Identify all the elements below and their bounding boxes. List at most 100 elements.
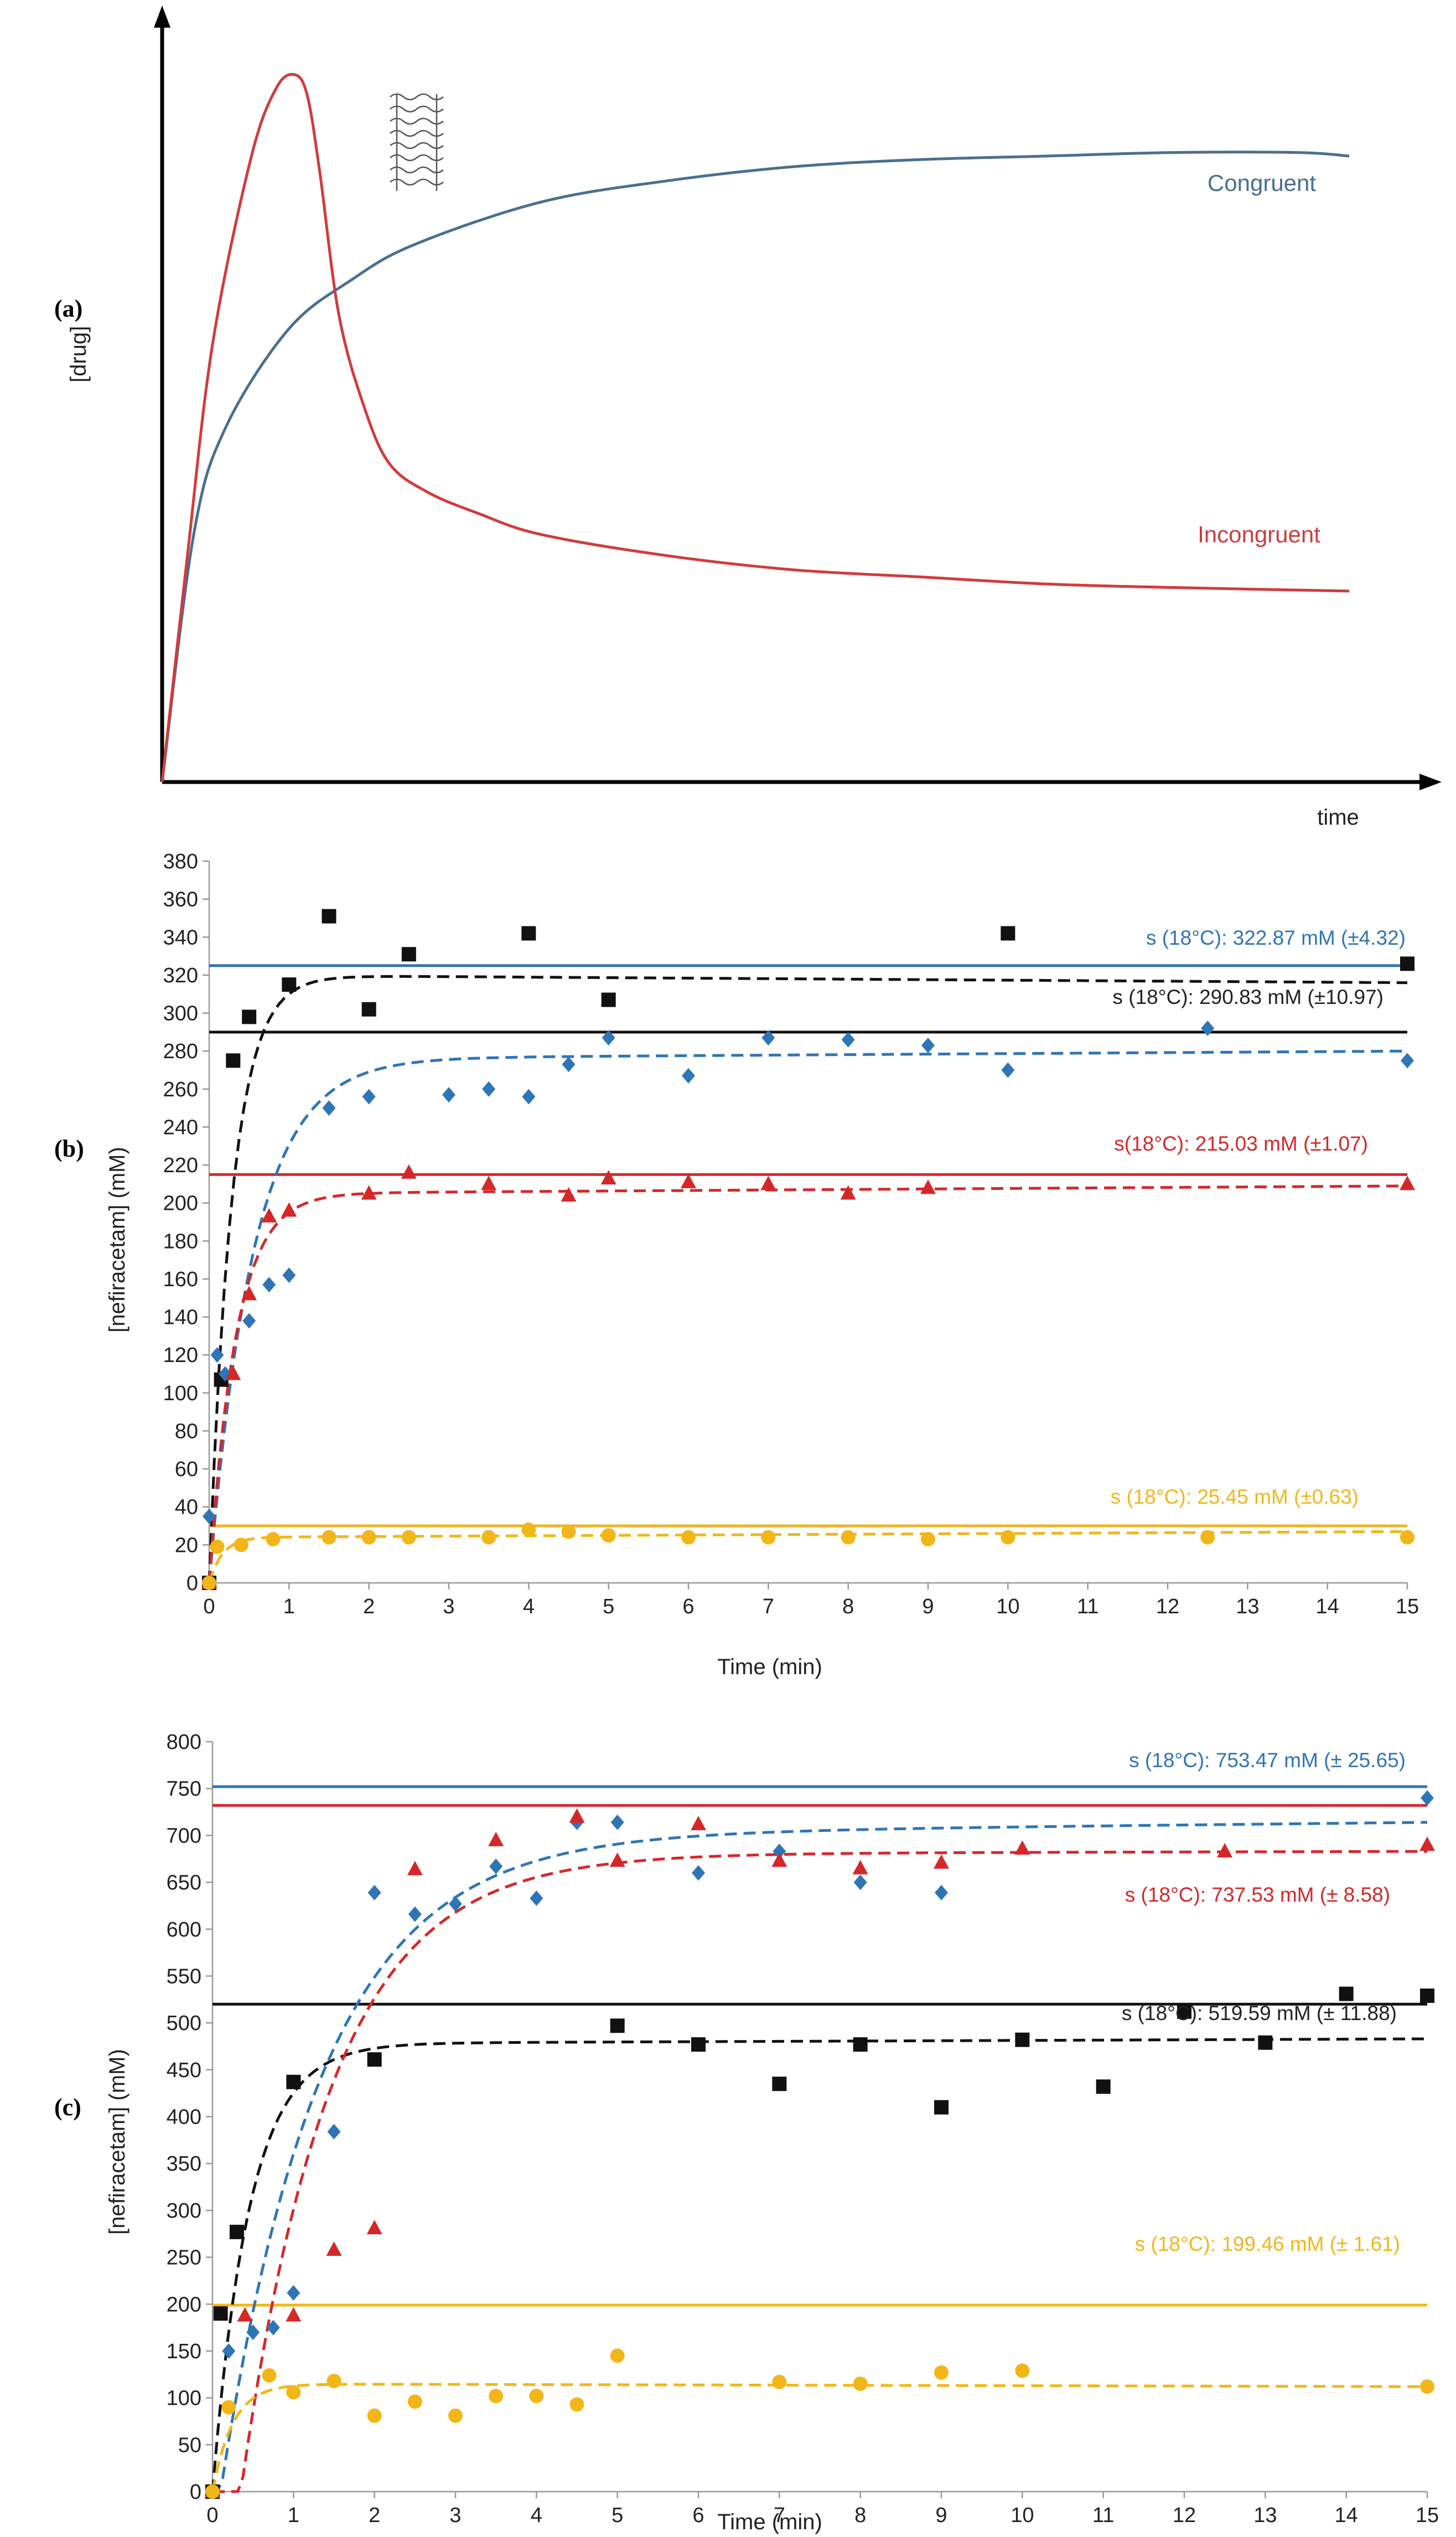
data-point-red (401, 1164, 417, 1179)
data-point-blue (610, 1814, 624, 1830)
data-point-blue (773, 1844, 786, 1860)
x-axis-label: Time (min) (717, 2510, 822, 2534)
data-point-blue (1401, 1053, 1414, 1069)
data-point-yellow (205, 2484, 220, 2499)
data-point-yellow (262, 2368, 277, 2383)
data-point-black (226, 1053, 241, 1068)
y-tick-label: 280 (163, 1040, 198, 1063)
data-point-black (1001, 926, 1015, 941)
y-axis-label: [drug] (66, 326, 91, 382)
data-point-blue (1001, 1062, 1015, 1078)
x-tick-label: 5 (603, 1595, 614, 1618)
data-point-yellow (327, 2374, 341, 2389)
y-tick-label: 200 (163, 1192, 198, 1215)
solubility-label: s (18°C): 322.87 mM (±4.32) (1146, 926, 1406, 949)
data-point-blue (327, 2124, 341, 2140)
y-tick-label: 180 (163, 1230, 198, 1253)
x-tick-label: 12 (1156, 1595, 1179, 1618)
data-point-yellow (286, 2385, 301, 2400)
data-point-black (772, 2077, 787, 2091)
data-point-red (286, 2307, 302, 2322)
x-tick-label: 14 (1335, 2504, 1358, 2527)
data-point-black (853, 2037, 868, 2052)
x-tick-label: 4 (523, 1595, 535, 1618)
x-tick-label: 15 (1416, 2504, 1439, 2527)
data-point-blue (210, 1347, 224, 1363)
y-tick-label: 20 (175, 1534, 198, 1557)
y-tick-label: 320 (163, 964, 198, 987)
data-point-black (601, 992, 616, 1007)
data-point-yellow (407, 2394, 422, 2409)
data-point-yellow (481, 1530, 496, 1545)
x-tick-label: 7 (763, 1595, 774, 1618)
data-point-red (561, 1187, 577, 1202)
data-point-yellow (234, 1537, 248, 1552)
y-tick-label: 200 (167, 2293, 201, 2316)
data-points (201, 909, 1415, 1590)
x-tick-label: 12 (1173, 2504, 1196, 2527)
data-point-red (366, 2220, 382, 2235)
data-point-blue (1421, 1790, 1434, 1806)
data-point-red (691, 1816, 706, 1831)
data-point-yellow (841, 1530, 856, 1545)
fit-curves (211, 1821, 1428, 2493)
data-point-yellow (772, 2374, 787, 2389)
data-point-black (1258, 2035, 1273, 2050)
data-point-yellow (521, 1522, 536, 1537)
fit-curve-red (208, 1184, 1408, 1583)
data-point-red (852, 1860, 868, 1875)
x-tick-label: 8 (842, 1595, 854, 1618)
data-point-blue (522, 1089, 536, 1105)
y-tick-label: 150 (167, 2340, 201, 2363)
y-tick-label: 40 (175, 1496, 198, 1519)
x-tick-label: 8 (854, 2504, 866, 2527)
annotations: s (18°C): 753.47 mM (± 25.65) s (18°C): 7… (1122, 1749, 1406, 2255)
fit-curve-yellow (208, 1530, 1408, 1583)
y-tick-label: 400 (167, 2106, 201, 2129)
y-axis-label: [nefiracetam] (mM) (105, 1147, 129, 1333)
data-point-yellow (210, 1539, 225, 1554)
data-point-black (1420, 1989, 1434, 2003)
y-tick-label: 120 (163, 1344, 198, 1367)
x-tick-label: 15 (1396, 1595, 1419, 1618)
data-point-black (286, 2074, 301, 2089)
solubility-label: s (18°C): 519.59 mM (± 11.88) (1122, 2002, 1397, 2025)
solubility-label: s (18°C): 753.47 mM (± 25.65) (1129, 1749, 1406, 1772)
data-point-black (1177, 2004, 1191, 2019)
panel-letter-a: (a) (54, 295, 82, 322)
x-tick-label: 7 (774, 2504, 785, 2527)
data-point-blue (408, 1906, 422, 1922)
data-point-red (1400, 1176, 1415, 1190)
solubility-label: s (18°C): 290.83 mM (±10.97) (1112, 986, 1384, 1008)
data-point-yellow (921, 1532, 935, 1547)
x-tick-label: 3 (449, 2504, 461, 2527)
data-point-blue (562, 1057, 576, 1073)
x-tick-label: 4 (531, 2504, 542, 2527)
data-point-blue (530, 1890, 543, 1906)
x-tick-label: 0 (206, 2504, 218, 2527)
data-point-red (1217, 1843, 1233, 1858)
data-point-red (361, 1185, 377, 1200)
y-tick-label: 220 (163, 1154, 198, 1177)
data-point-red (840, 1185, 856, 1200)
solubility-lines (213, 1785, 1427, 2307)
x-tick-label: 0 (203, 1595, 215, 1618)
data-point-blue (935, 1884, 948, 1901)
y-tick-label: 100 (163, 1382, 198, 1405)
y-tick-label: 350 (167, 2152, 201, 2176)
data-point-blue (262, 1277, 276, 1293)
data-point-red (1419, 1836, 1435, 1851)
data-point-yellow (1400, 1530, 1414, 1545)
data-point-yellow (610, 2348, 625, 2363)
x-tick-label: 1 (288, 2504, 299, 2527)
y-tick-label: 300 (167, 2199, 201, 2223)
curve-incongruent (160, 73, 1350, 783)
data-point-yellow (529, 2389, 544, 2404)
y-tick-label: 0 (190, 2481, 201, 2504)
data-point-red (481, 1176, 497, 1190)
data-point-red (261, 1208, 277, 1223)
data-point-blue (1201, 1020, 1215, 1036)
data-point-black (242, 1009, 257, 1024)
panel-c: (c) [nefiracetam] (mM) Time (min) 050100… (54, 1731, 1439, 2534)
data-point-blue (921, 1037, 935, 1053)
